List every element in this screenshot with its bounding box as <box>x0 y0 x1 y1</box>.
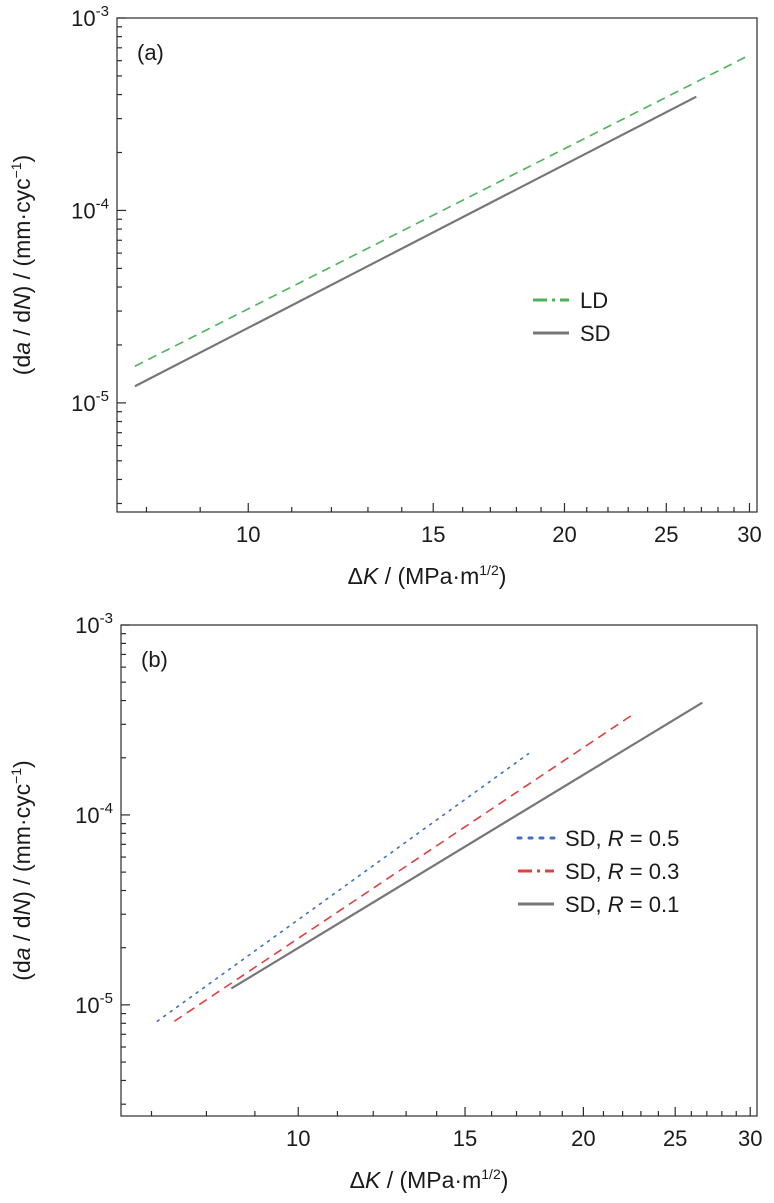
y-tick-base: 10 <box>71 198 95 223</box>
xlabel-part: Δ <box>350 1167 365 1193</box>
legend-label: SD <box>580 321 611 346</box>
x-tick-label: 20 <box>552 522 576 547</box>
y-tick-base: 10 <box>71 6 95 31</box>
x-tick-label: 30 <box>737 522 761 547</box>
xlabel-superscript: 1/2 <box>479 562 499 578</box>
panel-label: (b) <box>141 647 168 672</box>
y-tick-base: 10 <box>75 993 99 1018</box>
y-tick-exponent: -4 <box>96 195 109 212</box>
legend-label-italic: R <box>608 859 624 884</box>
y-tick-label: 10-3 <box>71 3 109 31</box>
y-tick-label: 10-3 <box>75 610 113 638</box>
x-axis-label: ΔK / (MPa·m1/2) <box>350 1166 509 1193</box>
y-axis-label: (da / dN) / (mm·cyc−1) <box>8 155 35 375</box>
x-axis-label: ΔK / (MPa·m1/2) <box>348 562 507 589</box>
ylabel-italic: a <box>9 342 35 355</box>
x-tick-label: 15 <box>421 522 445 547</box>
y-tick-base: 10 <box>71 391 95 416</box>
legend-label-part: = 0.1 <box>624 892 680 917</box>
legend-label-part: = 0.5 <box>624 826 680 851</box>
y-tick-exponent: -5 <box>96 388 109 405</box>
legend-label-part: SD, <box>565 892 608 917</box>
ylabel-part: / d <box>9 916 35 948</box>
xlabel-part: / (MPa·m <box>378 563 479 589</box>
y-tick-exponent: -5 <box>100 990 113 1007</box>
xlabel-italic: K <box>363 563 380 589</box>
legend-label-part: SD, <box>565 826 608 851</box>
x-tick-label: 10 <box>286 1126 310 1151</box>
series-line <box>230 701 703 990</box>
x-tick-label: 10 <box>236 522 260 547</box>
y-tick-label: 10-5 <box>71 388 109 416</box>
y-tick-exponent: -3 <box>100 610 113 627</box>
ylabel-italic: a <box>9 947 35 960</box>
series-line <box>173 713 635 1022</box>
series-line <box>134 55 747 367</box>
legend-label-italic: R <box>608 826 624 851</box>
x-tick-label: 30 <box>738 1126 762 1151</box>
xlabel-part: ) <box>499 563 507 589</box>
legend-label: LD <box>580 288 608 313</box>
plot-frame <box>120 624 758 1117</box>
legend-label: SD, R = 0.5 <box>565 826 679 851</box>
ylabel-superscript: −1 <box>8 162 24 178</box>
y-tick-label: 10-5 <box>75 990 113 1018</box>
legend-label: SD, R = 0.1 <box>565 892 679 917</box>
legend-label-part: SD, <box>565 859 608 884</box>
legend-label: SD, R = 0.3 <box>565 859 679 884</box>
series-line <box>134 95 697 388</box>
legend-label-part: = 0.3 <box>624 859 680 884</box>
y-axis-label: (da / dN) / (mm·cyc−1) <box>8 760 35 980</box>
xlabel-superscript: 1/2 <box>481 1166 501 1182</box>
plot-frame <box>116 17 758 513</box>
xlabel-part: ) <box>501 1167 509 1193</box>
y-tick-exponent: -4 <box>100 800 113 817</box>
y-tick-base: 10 <box>75 803 99 828</box>
xlabel-part: Δ <box>348 563 363 589</box>
y-tick-label: 10-4 <box>71 195 109 223</box>
ylabel-part: (d <box>9 960 35 980</box>
xlabel-italic: K <box>365 1167 382 1193</box>
ylabel-part: ) / (mm·cyc <box>9 784 35 899</box>
x-tick-label: 20 <box>571 1126 595 1151</box>
ylabel-part: (d <box>9 355 35 375</box>
series-line <box>156 752 530 1023</box>
x-tick-label: 25 <box>663 1126 687 1151</box>
y-tick-base: 10 <box>75 613 99 638</box>
ylabel-part: ) <box>9 760 35 768</box>
y-tick-label: 10-4 <box>75 800 113 828</box>
x-tick-label: 25 <box>654 522 678 547</box>
ylabel-part: ) <box>9 155 35 163</box>
x-tick-label: 15 <box>453 1126 477 1151</box>
xlabel-part: / (MPa·m <box>380 1167 481 1193</box>
ylabel-part: / d <box>9 310 35 342</box>
y-tick-exponent: -3 <box>96 3 109 20</box>
panel-label: (a) <box>137 40 164 65</box>
ylabel-superscript: −1 <box>8 768 24 784</box>
legend-label-italic: R <box>608 892 624 917</box>
ylabel-italic: N <box>9 293 35 310</box>
ylabel-part: ) / (mm·cyc <box>9 178 35 293</box>
ylabel-italic: N <box>9 899 35 916</box>
